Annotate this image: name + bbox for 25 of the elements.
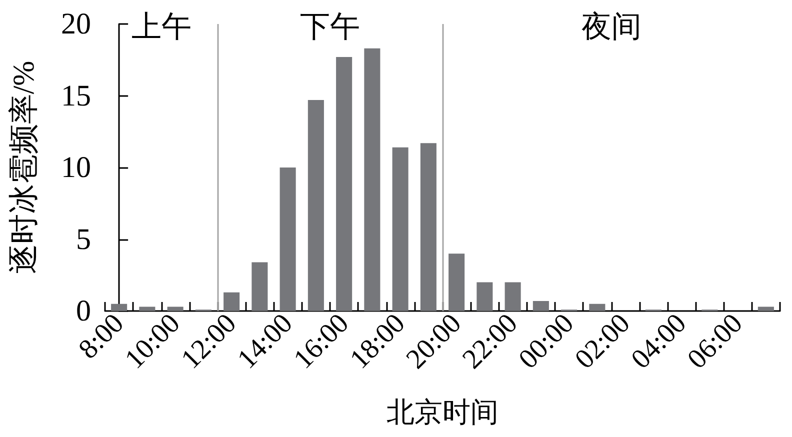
bar xyxy=(758,306,774,311)
bar xyxy=(532,300,549,311)
bar xyxy=(364,48,380,311)
y-axis-title: 逐时冰雹频率/% xyxy=(8,60,40,274)
x-axis-title: 北京时间 xyxy=(386,398,498,428)
y-tick-label: 15 xyxy=(61,79,91,112)
annotation: 夜间 xyxy=(581,10,642,44)
y-tick-label: 20 xyxy=(61,8,91,40)
annotation: 上午 xyxy=(131,10,192,44)
bar xyxy=(448,254,465,311)
bar xyxy=(252,262,268,311)
bar xyxy=(589,304,606,311)
bar xyxy=(392,147,408,311)
bar xyxy=(420,143,436,311)
bar xyxy=(504,282,521,311)
bar xyxy=(139,306,156,311)
bar xyxy=(308,100,324,311)
bar xyxy=(280,168,296,311)
bar xyxy=(336,57,352,311)
y-tick-label: 10 xyxy=(61,151,91,184)
annotation: 下午 xyxy=(300,10,360,44)
y-tick-label: 5 xyxy=(76,222,91,256)
bar xyxy=(167,306,184,311)
bar xyxy=(224,292,240,311)
bar xyxy=(476,282,493,311)
